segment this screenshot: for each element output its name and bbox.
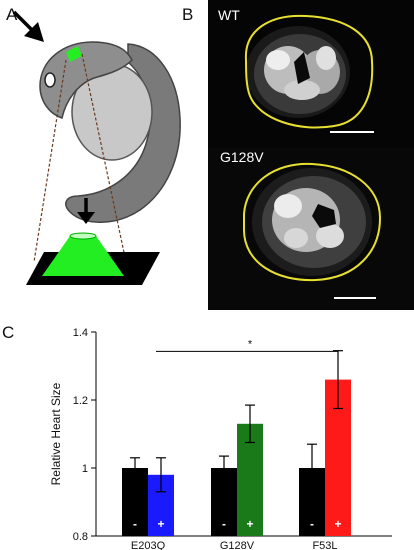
panel-letter-c: C (2, 323, 14, 342)
micrograph-label-g128v: G128V (220, 149, 264, 165)
bar-sign-label: - (133, 517, 137, 531)
y-tick-label: 1.2 (73, 395, 88, 407)
micrograph-label-wt: WT (218, 7, 240, 23)
heart-cone (42, 236, 124, 276)
significance-marker: * (248, 338, 253, 350)
x-category-label: F53L (312, 540, 337, 550)
bar-chart: Relative Heart Size 0.8 1 1.2 1.4 - + - + - + E2… (49, 327, 392, 550)
y-axis-title: Relative Heart Size (49, 382, 63, 485)
bar-e203q-minus (122, 468, 148, 536)
projection-line-right (81, 53, 127, 263)
bar-sign-label: + (334, 517, 341, 531)
embryo-eye (44, 72, 56, 88)
embryo-diagram (12, 10, 181, 285)
micrograph-g128v (208, 148, 414, 310)
projection-line-left (33, 59, 67, 263)
embryo-heart (66, 46, 82, 62)
panel-letter-a: A (6, 5, 18, 24)
micrograph-wt (208, 0, 414, 148)
bar-sign-label: - (310, 517, 314, 531)
panel-letter-b: B (182, 5, 193, 24)
embryo-head (39, 41, 133, 119)
arrow-icon-heart (77, 198, 95, 224)
bar-sign-label: + (157, 517, 164, 531)
bar-sign-label: - (222, 517, 226, 531)
x-category-label: G128V (220, 540, 255, 550)
arrow-icon-embryo (12, 10, 44, 42)
x-category-label: E203Q (131, 540, 166, 550)
bar-sign-label: + (246, 517, 253, 531)
y-tick-label: 1 (82, 463, 88, 475)
y-tick-label: 1.4 (73, 327, 88, 339)
y-tick-label: 0.8 (73, 531, 88, 543)
embryo-tail (65, 43, 181, 223)
